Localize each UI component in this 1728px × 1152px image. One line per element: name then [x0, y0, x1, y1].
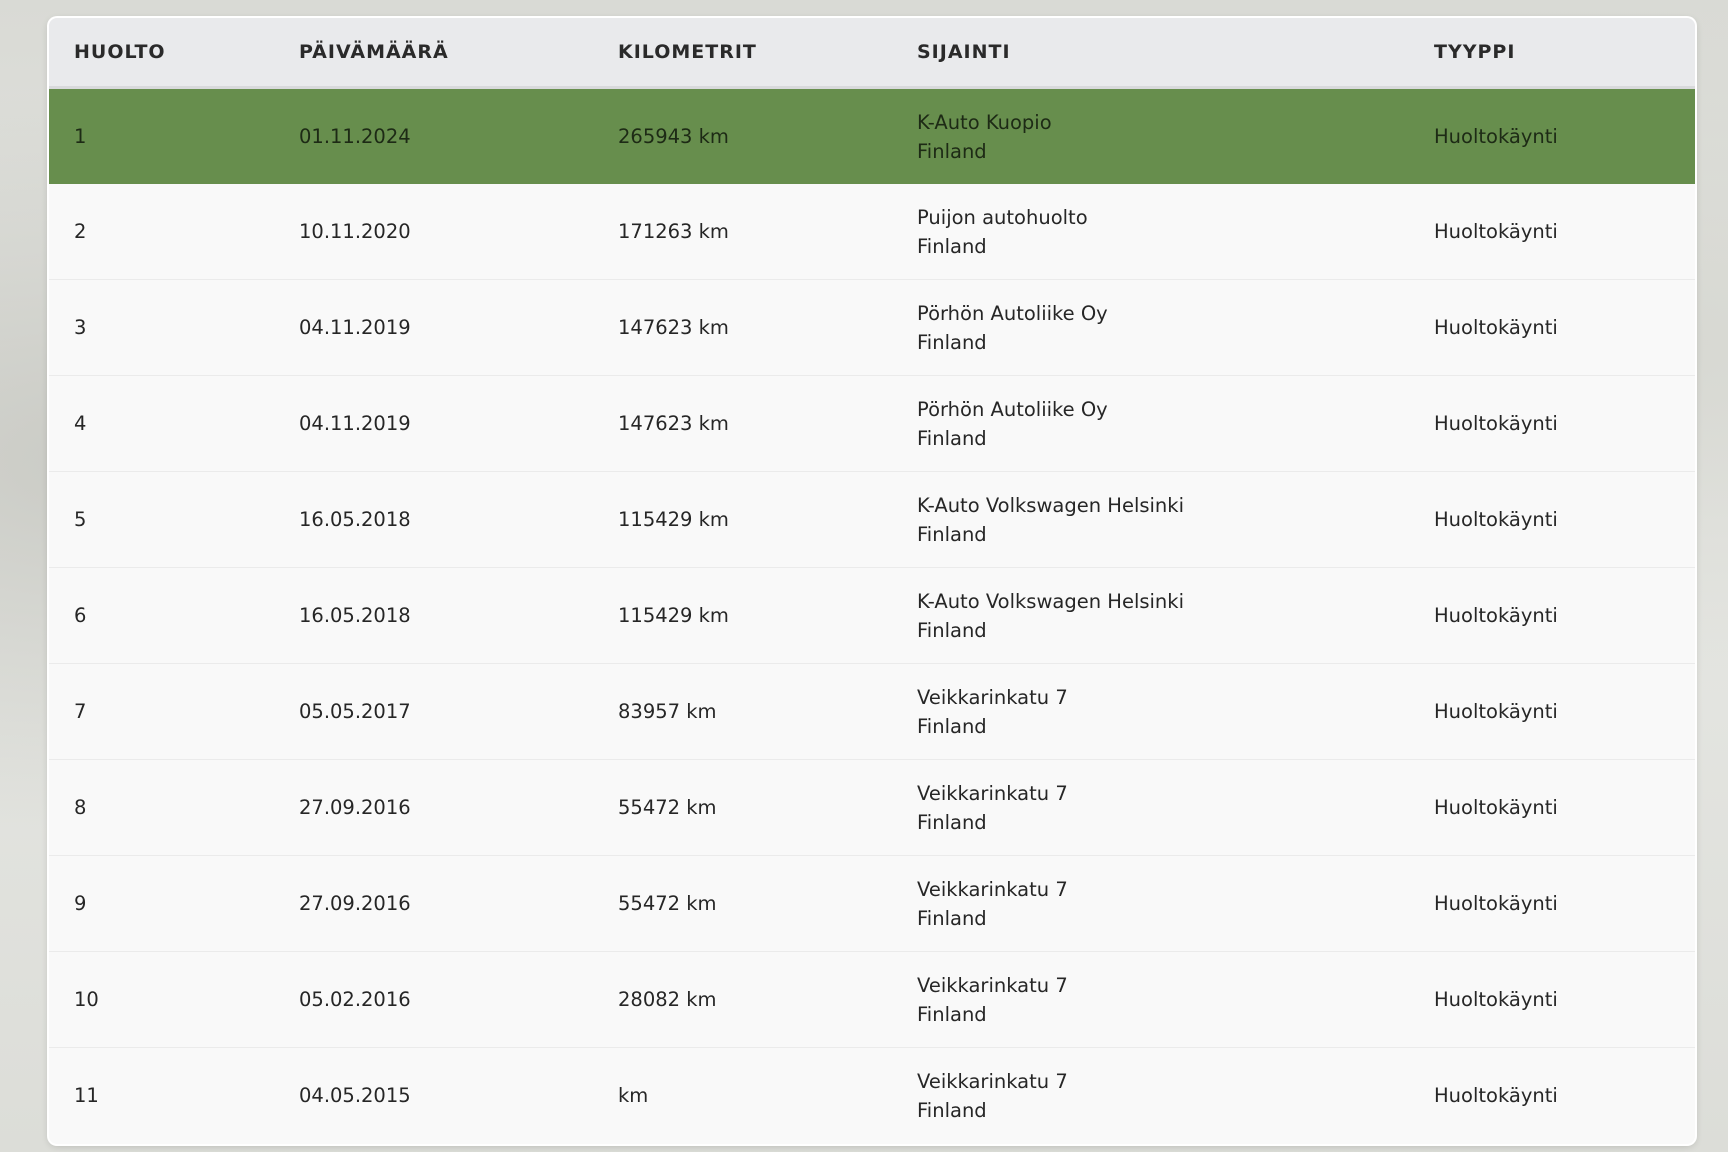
date-cell: 04.05.2015	[299, 1084, 411, 1107]
kilometers-cell: 115429 km	[593, 567, 892, 664]
date-cell: 01.11.2024	[299, 125, 411, 148]
service-number-cell: 1	[74, 125, 87, 148]
type-cell: Huoltokäynti	[1409, 567, 1695, 664]
location-cell: Pörhön Autoliike Oy Finland	[892, 375, 1409, 472]
table-row[interactable]: 8 27.09.2016 55472 km Veikkarinkatu 7 Finlan…	[49, 759, 1695, 856]
header-kilometrit: KILOMETRIT	[593, 18, 892, 89]
location-cell: Veikkarinkatu 7 Finland	[892, 759, 1409, 856]
location-name: K-Auto Volkswagen Helsinki	[917, 493, 1185, 517]
location-cell: Veikkarinkatu 7 Finland	[892, 855, 1409, 952]
kilometers-cell: 147623 km	[593, 279, 892, 376]
type-cell: Huoltokäynti	[1434, 1084, 1558, 1107]
date-cell: 05.05.2017	[274, 663, 593, 760]
service-number-cell: 8	[49, 759, 274, 856]
service-number-cell: 5	[49, 471, 274, 568]
location-name: Pörhön Autoliike Oy	[917, 301, 1108, 325]
location-cell: Puijon autohuolto Finland	[892, 184, 1409, 280]
location-country: Finland	[917, 714, 987, 738]
location-country: Finland	[917, 139, 987, 163]
table-row[interactable]: 10 05.02.2016 28082 km Veikkarinkatu 7 Finla…	[49, 951, 1695, 1048]
type-cell: Huoltokäynti	[1409, 184, 1695, 280]
location-cell: K-Auto Volkswagen Helsinki Finland	[892, 471, 1409, 568]
location-country: Finland	[917, 1098, 987, 1122]
service-number-cell: 6	[49, 567, 274, 664]
location-country: Finland	[917, 810, 987, 834]
table-row[interactable]: 6 16.05.2018 115429 km K-Auto Volkswagen He…	[49, 567, 1695, 664]
type-cell: Huoltokäynti	[1409, 375, 1695, 472]
kilometers-cell: 28082 km	[593, 951, 892, 1048]
service-number-cell: 3	[49, 279, 274, 376]
location-name: Veikkarinkatu 7	[917, 685, 1068, 709]
type-cell: Huoltokäynti	[1409, 951, 1695, 1048]
date-cell: 27.09.2016	[274, 759, 593, 856]
table-header-row: HUOLTO PÄIVÄMÄÄRÄ KILOMETRIT SIJAINTI TY…	[49, 18, 1695, 89]
kilometers-cell: 83957 km	[593, 663, 892, 760]
kilometers-cell: 115429 km	[593, 471, 892, 568]
header-paivamaara: PÄIVÄMÄÄRÄ	[274, 18, 593, 89]
table-row[interactable]: 3 04.11.2019 147623 km Pörhön Autoliike Oy F…	[49, 279, 1695, 376]
location-name: Veikkarinkatu 7	[917, 973, 1068, 997]
type-cell: Huoltokäynti	[1409, 759, 1695, 856]
table-row[interactable]: 9 27.09.2016 55472 km Veikkarinkatu 7 Finlan…	[49, 855, 1695, 952]
location-name: Pörhön Autoliike Oy	[917, 397, 1108, 421]
date-cell: 27.09.2016	[274, 855, 593, 952]
service-number-cell: 4	[49, 375, 274, 472]
kilometers-cell: 55472 km	[593, 759, 892, 856]
location-name: K-Auto Kuopio	[917, 110, 1052, 134]
header-huolto: HUOLTO	[49, 18, 274, 89]
location-cell: K-Auto Volkswagen Helsinki Finland	[892, 567, 1409, 664]
type-cell: Huoltokäynti	[1409, 471, 1695, 568]
location-country: Finland	[917, 234, 987, 258]
date-cell: 04.11.2019	[274, 375, 593, 472]
table-row[interactable]: 11 04.05.2015 km Veikkarinkatu 7 Finland Huol…	[49, 1047, 1695, 1144]
table-row[interactable]: 1 01.11.2024 265943 km K-Auto Kuopio Finland…	[49, 87, 1695, 185]
type-cell: Huoltokäynti	[1409, 855, 1695, 952]
location-country: Finland	[917, 330, 987, 354]
service-number-cell: 7	[49, 663, 274, 760]
service-number-cell: 9	[49, 855, 274, 952]
location-name: K-Auto Volkswagen Helsinki	[917, 589, 1185, 613]
type-cell: Huoltokäynti	[1434, 125, 1558, 148]
date-cell: 16.05.2018	[274, 471, 593, 568]
date-cell: 04.11.2019	[274, 279, 593, 376]
kilometers-cell: 265943 km	[618, 125, 729, 148]
table-row[interactable]: 4 04.11.2019 147623 km Pörhön Autoliike Oy F…	[49, 375, 1695, 472]
location-cell: Veikkarinkatu 7 Finland	[892, 951, 1409, 1048]
table-row[interactable]: 2 10.11.2020 171263 km Puijon autohuolto Fin…	[49, 184, 1695, 280]
location-cell: Pörhön Autoliike Oy Finland	[892, 279, 1409, 376]
location-country: Finland	[917, 522, 987, 546]
kilometers-cell: km	[618, 1084, 649, 1107]
kilometers-cell: 147623 km	[593, 375, 892, 472]
location-country: Finland	[917, 906, 987, 930]
location-cell: K-Auto Kuopio Finland	[892, 88, 1409, 185]
header-sijainti: SIJAINTI	[892, 18, 1409, 89]
location-country: Finland	[917, 1002, 987, 1026]
type-cell: Huoltokäynti	[1409, 663, 1695, 760]
service-number-cell: 10	[49, 951, 274, 1048]
date-cell: 16.05.2018	[274, 567, 593, 664]
kilometers-cell: 55472 km	[593, 855, 892, 952]
service-history-card: HUOLTO PÄIVÄMÄÄRÄ KILOMETRIT SIJAINTI TY…	[49, 18, 1695, 1144]
type-cell: Huoltokäynti	[1409, 279, 1695, 376]
table-row[interactable]: 5 16.05.2018 115429 km K-Auto Volkswagen He…	[49, 471, 1695, 568]
header-tyyppi: TYYPPI	[1409, 18, 1695, 89]
date-cell: 05.02.2016	[274, 951, 593, 1048]
location-name: Puijon autohuolto	[917, 205, 1088, 229]
service-history-table: HUOLTO PÄIVÄMÄÄRÄ KILOMETRIT SIJAINTI TY…	[49, 18, 1695, 1143]
service-number-cell: 2	[49, 184, 274, 280]
location-cell: Veikkarinkatu 7 Finland	[892, 1048, 1409, 1144]
date-cell: 10.11.2020	[274, 184, 593, 280]
location-name: Veikkarinkatu 7	[917, 877, 1068, 901]
location-name: Veikkarinkatu 7	[917, 781, 1068, 805]
table-row[interactable]: 7 05.05.2017 83957 km Veikkarinkatu 7 Finlan…	[49, 663, 1695, 760]
location-country: Finland	[917, 426, 987, 450]
location-cell: Veikkarinkatu 7 Finland	[892, 663, 1409, 760]
service-number-cell: 11	[74, 1084, 99, 1107]
location-name: Veikkarinkatu 7	[917, 1069, 1068, 1093]
location-country: Finland	[917, 618, 987, 642]
kilometers-cell: 171263 km	[593, 184, 892, 280]
